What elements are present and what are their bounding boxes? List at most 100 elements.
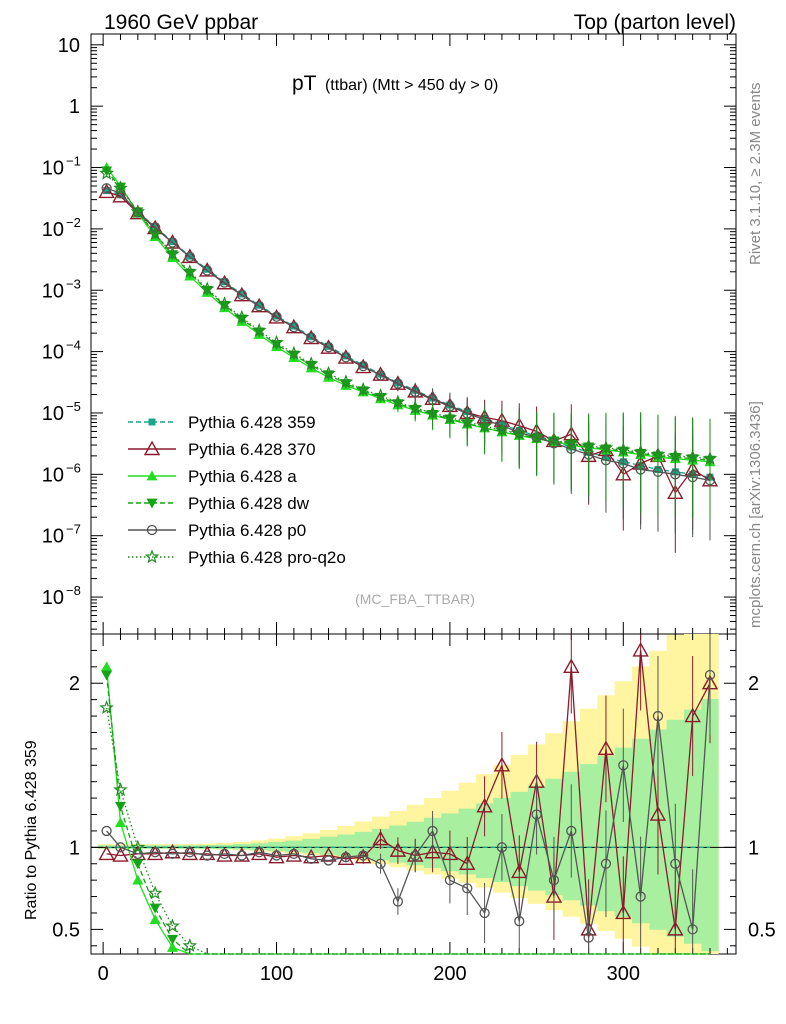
- series-4-ratio-point: [115, 842, 126, 853]
- series-0-main-point: [103, 187, 111, 195]
- main-ytick-label: 10: [58, 35, 80, 57]
- series-0-main-point: [221, 278, 229, 286]
- legend-label-4: Pythia 6.428 p0: [188, 521, 306, 540]
- main-ytick-label: 10: [42, 219, 64, 241]
- series-4-ratio-point: [254, 847, 265, 858]
- main-ytick-label: 10: [42, 403, 64, 425]
- series-5-main-point: [251, 322, 267, 337]
- series-4-main-point: [358, 360, 369, 372]
- main-ytick-label: 10: [42, 342, 64, 364]
- series-4-ratio-point: [531, 809, 542, 820]
- main-ytick-exponent: −8: [66, 583, 81, 598]
- series-4-ratio-point: [236, 850, 247, 861]
- series-4-ratio-point: [358, 850, 369, 861]
- series-3-main-point: [219, 300, 231, 311]
- series-5-main-point: [234, 309, 250, 324]
- series-4-main-point: [410, 386, 421, 398]
- legend-label-1: Pythia 6.428 370: [188, 440, 316, 459]
- series-4-ratio-point: [687, 924, 698, 935]
- series-2-ratio-point: [166, 941, 178, 952]
- xtick-label: 100: [260, 963, 293, 985]
- series-0-main-point: [255, 301, 263, 309]
- series-4-main-point: [132, 207, 143, 218]
- series-4-main-point: [306, 332, 317, 343]
- series-4-main-point: [184, 251, 195, 263]
- series-4-main-point: [236, 289, 247, 301]
- series-4-ratio-point: [392, 896, 404, 907]
- series-3-main-point: [323, 370, 335, 381]
- series-0-main-point: [342, 352, 350, 360]
- header-left: 1960 GeV ppbar: [104, 11, 258, 34]
- plot-title-sub: (ttbar) (Mtt > 450 dy > 0): [325, 77, 498, 94]
- series-4-main-line: [106, 187, 711, 481]
- main-ytick-label: 10: [42, 464, 64, 486]
- series-5-main-point: [442, 409, 458, 424]
- series-1-main-point: [355, 358, 372, 374]
- series-4-ratio-point: [323, 855, 334, 866]
- series-5-main-point: [668, 448, 683, 463]
- series-5-main-point: [199, 281, 215, 296]
- series-5-main-point: [113, 180, 128, 195]
- legend-marker-2: [146, 470, 158, 481]
- series-4-main-point: [271, 311, 282, 322]
- series-4-ratio-point: [184, 847, 195, 858]
- series-5-main-point: [581, 438, 596, 453]
- legend-marker-5: [144, 549, 160, 564]
- series-5-main-point: [99, 165, 114, 180]
- series-5-main-point: [633, 444, 648, 459]
- series-2-ratio-point: [132, 874, 144, 885]
- series-3-ratio-point: [114, 801, 126, 812]
- series-3-main-point: [201, 285, 213, 296]
- xtick-label: 0: [98, 963, 109, 985]
- series-5-main-point: [373, 388, 388, 403]
- main-ytick-exponent: −5: [66, 399, 81, 414]
- ratio-axis-ticks: 0.5 0.5 1 1 2 2: [52, 649, 776, 947]
- series-4-main-point: [150, 222, 161, 233]
- series-4-ratio-point: [306, 853, 317, 864]
- series-1-main-point: [337, 349, 355, 364]
- main-ytick-exponent: −1: [66, 154, 81, 169]
- series-5-main-point: [321, 365, 336, 380]
- series-4-ratio-point: [496, 842, 508, 853]
- series-1-ratio-point: [649, 806, 667, 821]
- main-ytick-exponent: −7: [66, 522, 81, 537]
- ratio-ylabel: Ratio to Pythia 6.428 359: [23, 740, 40, 920]
- ratio-ytick-label-left: 2: [69, 673, 80, 695]
- series-4-main-point: [323, 342, 334, 353]
- series-4-main-point: [288, 322, 300, 333]
- series-4-main-point: [375, 370, 386, 381]
- main-ytick-exponent: −2: [66, 215, 81, 230]
- series-0-main-point: [116, 191, 124, 199]
- series-1-ratio-line: [106, 650, 711, 930]
- series-4-ratio-point: [670, 858, 681, 869]
- series-5-main-point: [459, 414, 475, 429]
- series-5-main-point: [685, 449, 700, 464]
- main-ytick-label: 1: [69, 96, 80, 118]
- series-0-main-point: [290, 322, 298, 330]
- series-5-main-point: [702, 451, 718, 465]
- series-1-ratio-point: [511, 863, 528, 879]
- series-5-main-point: [564, 435, 579, 450]
- plot-title-main: pT: [292, 72, 317, 95]
- main-ytick-exponent: −4: [66, 338, 81, 353]
- series-4-ratio-point: [618, 760, 629, 771]
- series-5-main-point: [130, 204, 146, 218]
- series-4-ratio-point: [150, 847, 161, 858]
- legend-label-2: Pythia 6.428 a: [188, 467, 297, 486]
- series-5-main-point: [407, 400, 423, 415]
- series-1-main-point: [181, 248, 199, 264]
- series-4-ratio-point: [219, 848, 230, 860]
- series-4-ratio-point: [479, 907, 490, 919]
- series-4-main-point: [340, 352, 352, 363]
- series-4-ratio-point: [202, 850, 213, 861]
- series-4-main-point: [202, 265, 213, 276]
- mcplots-label: mcplots.cern.ch [arXiv:1306.3436]: [747, 401, 764, 628]
- series-5-ratio-line: [105, 707, 710, 955]
- legend-marker-3: [146, 498, 158, 509]
- series-4-ratio-line: [106, 674, 711, 938]
- legend: Pythia 6.428 359 Pythia 6.428 370 Pythia 6…: [128, 413, 346, 567]
- series-4-ratio-point: [566, 825, 577, 837]
- series-1-main-point: [250, 297, 268, 313]
